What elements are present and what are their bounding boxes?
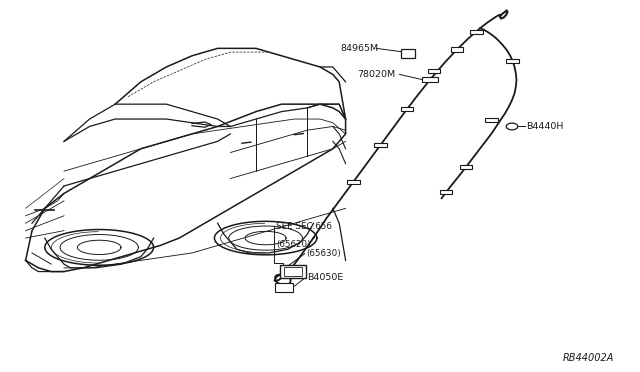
Bar bbox=[401, 49, 415, 58]
Bar bbox=[280, 265, 306, 278]
Text: B4050E: B4050E bbox=[307, 273, 344, 282]
Circle shape bbox=[506, 123, 518, 130]
FancyBboxPatch shape bbox=[422, 77, 438, 82]
FancyBboxPatch shape bbox=[374, 143, 387, 147]
FancyBboxPatch shape bbox=[451, 47, 463, 51]
Text: 84965M: 84965M bbox=[340, 44, 379, 53]
Text: (65630): (65630) bbox=[306, 249, 340, 258]
Text: B4440H: B4440H bbox=[526, 122, 563, 131]
FancyBboxPatch shape bbox=[347, 180, 360, 184]
FancyBboxPatch shape bbox=[506, 59, 519, 63]
Text: SEE SEC.656: SEE SEC.656 bbox=[276, 222, 332, 231]
FancyBboxPatch shape bbox=[428, 68, 440, 73]
Bar bbox=[275, 283, 293, 292]
FancyBboxPatch shape bbox=[401, 107, 413, 111]
FancyBboxPatch shape bbox=[440, 190, 452, 194]
Text: (65620): (65620) bbox=[276, 240, 311, 249]
Text: RB44002A: RB44002A bbox=[563, 353, 614, 363]
FancyBboxPatch shape bbox=[470, 29, 483, 33]
Bar bbox=[284, 267, 302, 276]
FancyBboxPatch shape bbox=[460, 165, 472, 169]
Text: 78020M: 78020M bbox=[357, 70, 396, 79]
FancyBboxPatch shape bbox=[485, 118, 498, 122]
